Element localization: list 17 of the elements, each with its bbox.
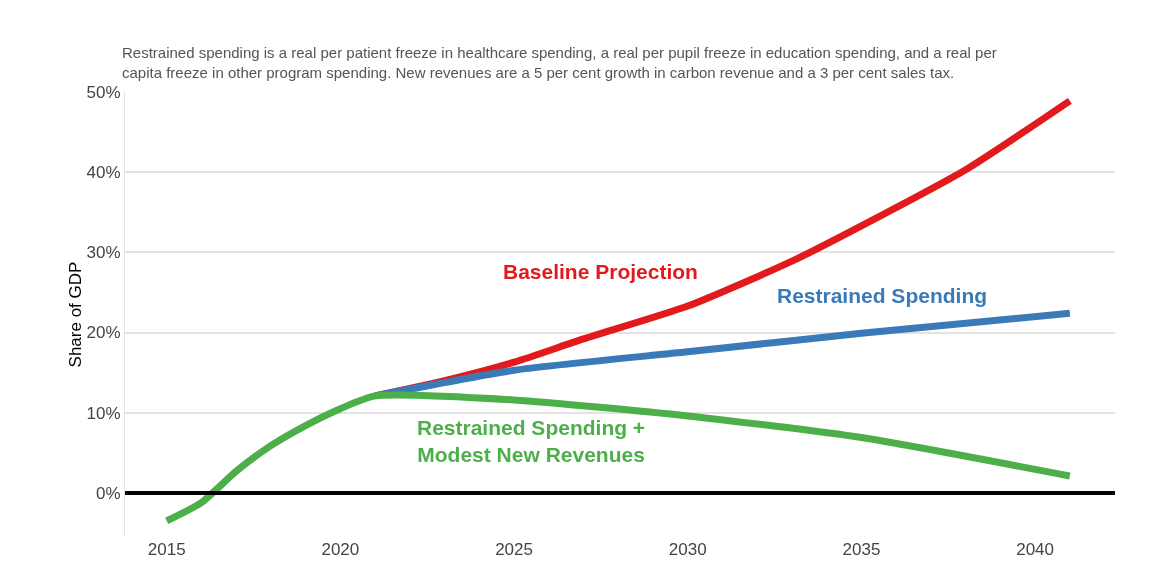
y-tick-label: 40% bbox=[86, 163, 121, 183]
x-tick-label: 2025 bbox=[495, 540, 533, 559]
y-tick-label: 50% bbox=[86, 82, 121, 102]
y-tick-label: 0% bbox=[96, 483, 121, 503]
x-tick-label: 2015 bbox=[147, 540, 186, 559]
series-label: Restrained Spending + Modest New Revenues bbox=[417, 416, 646, 467]
x-tick-label: 2030 bbox=[668, 540, 707, 559]
series-label: Restrained Spending bbox=[777, 284, 988, 307]
series-label: Baseline Projection bbox=[503, 260, 698, 283]
x-tick-label: 2040 bbox=[1016, 540, 1055, 559]
y-axis-title: Share of GDP bbox=[65, 261, 85, 368]
y-tick-label: 20% bbox=[86, 323, 121, 343]
y-tick-label: 10% bbox=[86, 403, 121, 423]
chart-subtitle: Restrained spending is a real per patient freeze in healthcare spending, a real per pupil freeze in education spending, and a real per capita freeze in other program spending. New revenues are a 5 per cent growth in carbon revenue and a 3 per cent sales tax. bbox=[122, 44, 997, 81]
x-tick-label: 2020 bbox=[321, 540, 360, 559]
x-tick-label: 2035 bbox=[842, 540, 881, 559]
y-tick-label: 30% bbox=[86, 243, 121, 263]
